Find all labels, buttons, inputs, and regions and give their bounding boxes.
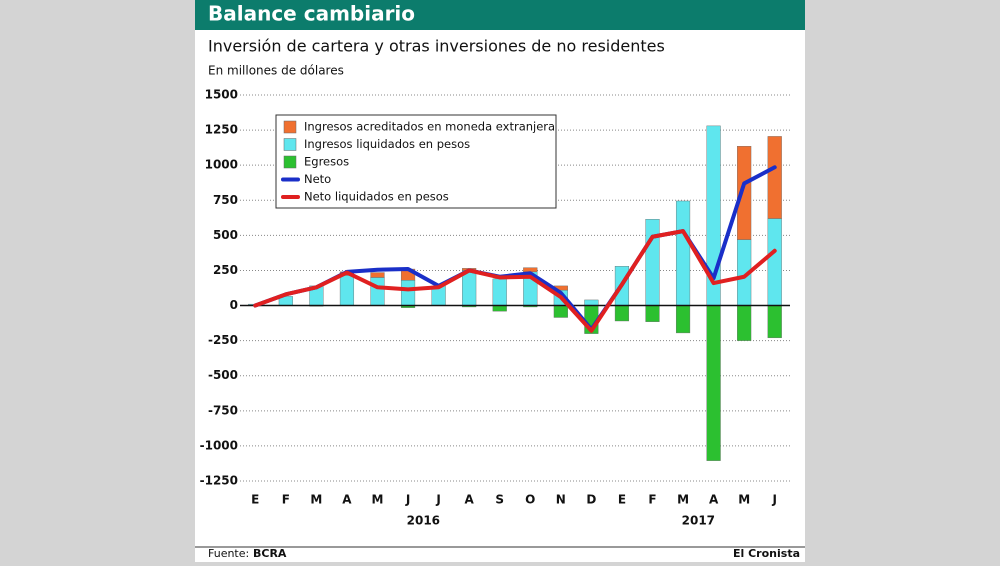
x-tick-label: F [648, 493, 656, 507]
x-group-label: 2016 [407, 514, 440, 528]
x-tick-label: M [372, 493, 384, 507]
y-tick-label: 750 [213, 193, 238, 207]
x-tick-label: M [310, 493, 322, 507]
bar [645, 305, 660, 322]
y-tick-label: 1500 [205, 88, 238, 102]
y-tick-label: 1000 [205, 158, 238, 172]
x-tick-label: J [771, 493, 776, 507]
bar [675, 305, 691, 334]
bar [400, 280, 416, 306]
y-tick-label: 250 [213, 263, 238, 277]
bar [645, 219, 660, 306]
legend-box [275, 114, 557, 209]
bar [584, 299, 599, 306]
legend-label: Neto [304, 172, 331, 186]
bar [675, 200, 691, 306]
x-tick-label: A [465, 493, 475, 507]
x-tick-label: E [618, 493, 626, 507]
source-label: Fuente: [208, 547, 249, 560]
legend-label: Ingresos liquidados en pesos [304, 137, 470, 151]
bar [706, 305, 721, 461]
legend-label: Egresos [304, 155, 349, 169]
header-bar [195, 0, 805, 30]
header-title: Balance cambiario [208, 2, 415, 26]
legend-label: Neto liquidados en pesos [304, 190, 449, 204]
bar [737, 305, 752, 341]
x-tick-label: O [525, 493, 535, 507]
bar [370, 277, 385, 306]
bar [492, 278, 507, 306]
legend-swatch [283, 138, 297, 151]
y-tick-label: -750 [208, 403, 238, 417]
x-tick-label: J [435, 493, 440, 507]
legend: Ingresos acreditados en moneda extranjer… [275, 114, 557, 209]
y-tick-label: -500 [208, 368, 238, 382]
x-tick-label: M [738, 493, 750, 507]
x-tick-label: N [556, 493, 566, 507]
bar [339, 275, 355, 306]
x-tick-label: F [282, 493, 290, 507]
line-series [253, 229, 777, 333]
bar [370, 272, 385, 278]
y-tick-label: 0 [230, 298, 238, 312]
legend-swatch [283, 155, 297, 169]
legend-label: Ingresos acreditados en moneda extranjer… [304, 120, 555, 134]
bar [614, 305, 630, 322]
bar [553, 305, 568, 318]
x-tick-label: J [405, 493, 410, 507]
legend-swatch [283, 120, 297, 134]
x-tick-label: M [677, 493, 689, 507]
bar [523, 267, 538, 273]
chart-subtitle: En millones de dólares [208, 64, 344, 78]
bar [737, 146, 752, 240]
y-tick-label: 500 [213, 228, 238, 242]
chart-title: Inversión de cartera y otras inversiones… [208, 37, 665, 56]
bar [767, 136, 782, 219]
bar [767, 218, 782, 306]
bar [492, 305, 507, 312]
x-tick-label: A [342, 493, 352, 507]
y-tick-label: -250 [208, 333, 238, 347]
bar [462, 270, 477, 306]
x-tick-label: A [709, 493, 719, 507]
publisher: El Cronista [733, 547, 800, 560]
y-tick-label: -1250 [200, 474, 238, 488]
bar [767, 305, 782, 339]
source: BCRA [253, 547, 287, 560]
x-tick-label: S [495, 493, 504, 507]
y-tick-label: 1250 [205, 123, 238, 137]
y-tick-label: -1000 [200, 438, 238, 452]
x-group-label: 2017 [682, 514, 715, 528]
x-tick-label: E [251, 493, 259, 507]
x-tick-label: D [586, 493, 596, 507]
